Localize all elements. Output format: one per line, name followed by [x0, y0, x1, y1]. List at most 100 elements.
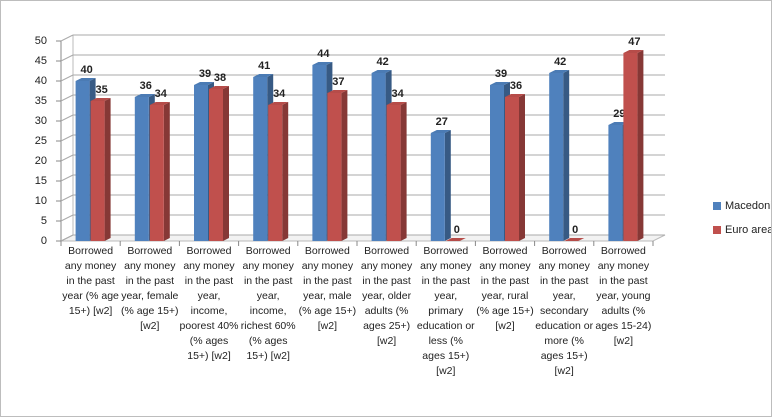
bar [371, 73, 386, 241]
x-tick-label: Borrowed any money in the past year, you… [595, 245, 652, 347]
data-label: 39 [495, 68, 507, 80]
data-label: 37 [332, 76, 344, 88]
y-tick-label: 10 [35, 195, 47, 207]
bar-side [223, 86, 229, 241]
data-label: 29 [613, 108, 625, 120]
bar [209, 89, 223, 241]
bar-top [75, 78, 96, 81]
legend-swatch [713, 202, 721, 210]
bar [134, 97, 149, 241]
bar [327, 93, 342, 241]
grid-diag [60, 174, 74, 182]
x-tick-label: Borrowed any money in the past year, pri… [416, 245, 475, 377]
bar-top [268, 102, 289, 105]
grid-diag [60, 234, 74, 242]
data-label: 44 [317, 48, 330, 60]
bar-side [519, 94, 525, 241]
x-tick-label: Borrowed any money in the past year, fem… [121, 245, 179, 332]
grid-diag [60, 54, 74, 62]
bar-side [563, 70, 570, 241]
bar-side [637, 50, 644, 241]
grid-diag [60, 114, 74, 122]
bar-top [253, 74, 274, 77]
bar-top [386, 102, 407, 105]
x-tick-label: Borrowed any money in the past year, sec… [535, 245, 594, 377]
bar-top [149, 102, 170, 105]
bar [194, 85, 208, 241]
bar [90, 101, 105, 241]
x-tick-label: Borrowed any money in the past year, old… [360, 245, 413, 347]
data-label: 40 [80, 64, 92, 76]
bar-side [282, 102, 289, 241]
bar [75, 81, 90, 241]
bar-top [445, 238, 466, 241]
bar-top [312, 62, 333, 65]
data-label: 47 [628, 36, 640, 48]
data-label: 34 [155, 88, 168, 100]
y-tick-label: 30 [35, 115, 47, 127]
grid-diag [60, 134, 74, 142]
data-label: 0 [454, 224, 460, 236]
bar [268, 105, 283, 241]
bar-top [505, 94, 525, 97]
bar-top [209, 86, 229, 89]
bar-side [444, 130, 451, 241]
bar-top [564, 238, 585, 241]
bar-side [341, 90, 348, 241]
data-label: 39 [199, 68, 211, 80]
y-tick-label: 50 [35, 35, 47, 47]
x-tick-label: Borrowed any money in the past year, inc… [179, 245, 239, 362]
x-tick-label: Borrowed any money in the past year (% a… [62, 245, 119, 317]
bar [490, 85, 504, 241]
bar [386, 105, 401, 241]
bar-top [134, 94, 155, 97]
bar-top [490, 82, 510, 85]
data-label: 34 [391, 88, 404, 100]
y-tick-label: 20 [35, 155, 47, 167]
bar-top [430, 130, 451, 133]
data-label: 42 [376, 56, 388, 68]
y-tick-label: 25 [35, 135, 47, 147]
bar-top [327, 90, 348, 93]
y-tick-label: 15 [35, 175, 47, 187]
bar-top [371, 70, 392, 73]
grid-diag [60, 214, 74, 222]
y-tick-label: 45 [35, 55, 47, 67]
bar-top [90, 98, 111, 101]
data-label: 36 [510, 80, 522, 92]
bar [623, 53, 638, 241]
bar [608, 125, 623, 241]
y-tick-label: 0 [41, 235, 47, 247]
bar-top [549, 70, 570, 73]
grid-diag [60, 194, 74, 202]
grid-diag [60, 154, 74, 162]
data-label: 38 [214, 72, 226, 84]
grid-diag [60, 94, 74, 102]
bar [549, 73, 564, 241]
bar-top [623, 50, 644, 53]
data-label: 35 [95, 84, 107, 96]
data-label: 27 [436, 116, 448, 128]
bar-side [104, 98, 111, 241]
y-tick-label: 40 [35, 75, 47, 87]
legend-label: Euro area [725, 224, 771, 236]
legend-label: Macedonia [725, 200, 771, 212]
y-tick-label: 5 [41, 215, 47, 227]
bar [253, 77, 268, 241]
data-label: 0 [572, 224, 578, 236]
y-tick-label: 35 [35, 95, 47, 107]
bar [430, 133, 445, 241]
data-label: 34 [273, 88, 286, 100]
legend-swatch [713, 226, 721, 234]
data-label: 41 [258, 60, 270, 72]
bar-side [163, 102, 170, 241]
bar-top [194, 82, 214, 85]
grid-diag [60, 34, 74, 42]
x-tick-label: Borrowed any money in the past year, inc… [240, 245, 296, 362]
bar [505, 97, 519, 241]
bar [149, 105, 164, 241]
data-label: 36 [140, 80, 152, 92]
x-tick-label: Borrowed any money in the past year, rur… [476, 245, 534, 332]
